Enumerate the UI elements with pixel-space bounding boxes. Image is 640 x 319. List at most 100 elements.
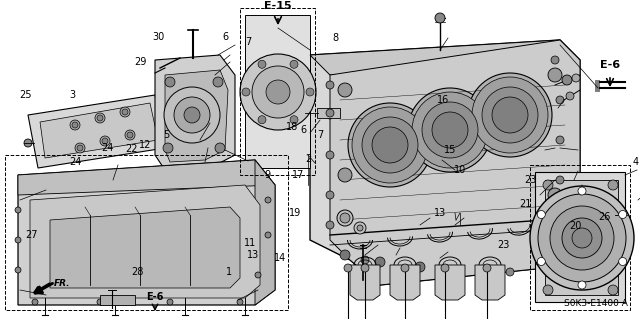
Text: 2: 2 [305, 154, 311, 164]
Text: 23: 23 [497, 240, 509, 250]
Circle shape [164, 87, 220, 143]
Bar [240, 8, 315, 175]
Circle shape [608, 180, 618, 190]
Circle shape [306, 88, 314, 96]
Text: E-6: E-6 [147, 292, 164, 302]
Circle shape [120, 107, 130, 117]
Text: 8: 8 [332, 33, 338, 43]
Text: 19: 19 [289, 208, 301, 218]
Polygon shape [350, 265, 380, 300]
Text: 12: 12 [139, 140, 151, 150]
Circle shape [340, 213, 350, 223]
Polygon shape [330, 40, 580, 285]
Text: 9: 9 [264, 170, 270, 180]
Bar [530, 165, 630, 310]
Circle shape [215, 143, 225, 153]
Circle shape [240, 54, 316, 130]
Circle shape [326, 151, 334, 159]
Circle shape [125, 130, 135, 140]
Polygon shape [50, 207, 240, 288]
Circle shape [337, 210, 353, 226]
Polygon shape [28, 95, 165, 168]
Polygon shape [40, 103, 158, 158]
Circle shape [102, 138, 108, 144]
Circle shape [165, 77, 175, 87]
Text: 6: 6 [222, 32, 228, 42]
Text: 3: 3 [69, 90, 75, 100]
Circle shape [578, 187, 586, 195]
Circle shape [75, 143, 85, 153]
Circle shape [100, 136, 110, 146]
Text: 13: 13 [434, 208, 446, 218]
Text: E-6: E-6 [600, 60, 620, 70]
Circle shape [506, 268, 514, 276]
Text: 16: 16 [437, 95, 449, 105]
Circle shape [548, 68, 562, 82]
Circle shape [361, 256, 369, 264]
Circle shape [326, 109, 334, 117]
Text: 18: 18 [286, 122, 298, 132]
Text: 4: 4 [633, 157, 639, 167]
Text: 27: 27 [25, 230, 37, 240]
Text: 28: 28 [131, 267, 143, 277]
Circle shape [258, 60, 266, 68]
Bar [595, 80, 600, 92]
Polygon shape [165, 70, 228, 162]
Circle shape [536, 258, 544, 266]
Circle shape [72, 122, 78, 128]
Text: 29: 29 [134, 57, 146, 67]
Text: 22: 22 [125, 144, 138, 154]
Circle shape [422, 102, 478, 158]
Text: 11: 11 [244, 238, 256, 248]
Text: 5: 5 [163, 130, 169, 140]
Circle shape [562, 218, 602, 258]
Circle shape [15, 237, 21, 243]
Circle shape [167, 299, 173, 305]
Polygon shape [30, 185, 260, 298]
Circle shape [401, 264, 409, 272]
Text: 6: 6 [300, 125, 306, 135]
Circle shape [492, 97, 528, 133]
Circle shape [530, 186, 634, 290]
Circle shape [354, 222, 366, 234]
Text: 21: 21 [519, 199, 531, 209]
Polygon shape [545, 180, 618, 295]
Circle shape [372, 127, 408, 163]
Circle shape [265, 232, 271, 238]
Circle shape [619, 211, 627, 219]
Circle shape [538, 211, 545, 219]
Circle shape [326, 111, 334, 119]
Bar [5, 155, 288, 310]
Circle shape [24, 139, 32, 147]
Circle shape [242, 88, 250, 96]
Text: 24: 24 [101, 143, 113, 153]
Circle shape [608, 285, 618, 295]
Circle shape [482, 87, 538, 143]
Circle shape [127, 132, 133, 138]
Circle shape [551, 216, 559, 224]
Circle shape [338, 168, 352, 182]
Polygon shape [245, 15, 310, 168]
Circle shape [538, 194, 626, 282]
Circle shape [15, 207, 21, 213]
Circle shape [258, 116, 266, 124]
Circle shape [551, 56, 559, 64]
Text: 7: 7 [245, 37, 251, 47]
Polygon shape [18, 160, 275, 305]
Polygon shape [310, 40, 580, 75]
Circle shape [326, 191, 334, 199]
Text: 26: 26 [598, 212, 610, 222]
Circle shape [406, 266, 414, 274]
Circle shape [95, 113, 105, 123]
Circle shape [97, 299, 103, 305]
Bar [100, 295, 135, 305]
Circle shape [122, 109, 128, 115]
Circle shape [70, 120, 80, 130]
Text: 20: 20 [569, 221, 581, 231]
Text: S0K3-E1400 A: S0K3-E1400 A [564, 299, 628, 308]
Circle shape [538, 257, 545, 265]
Circle shape [566, 92, 574, 100]
Circle shape [237, 299, 243, 305]
Circle shape [441, 264, 449, 272]
Circle shape [357, 225, 363, 231]
